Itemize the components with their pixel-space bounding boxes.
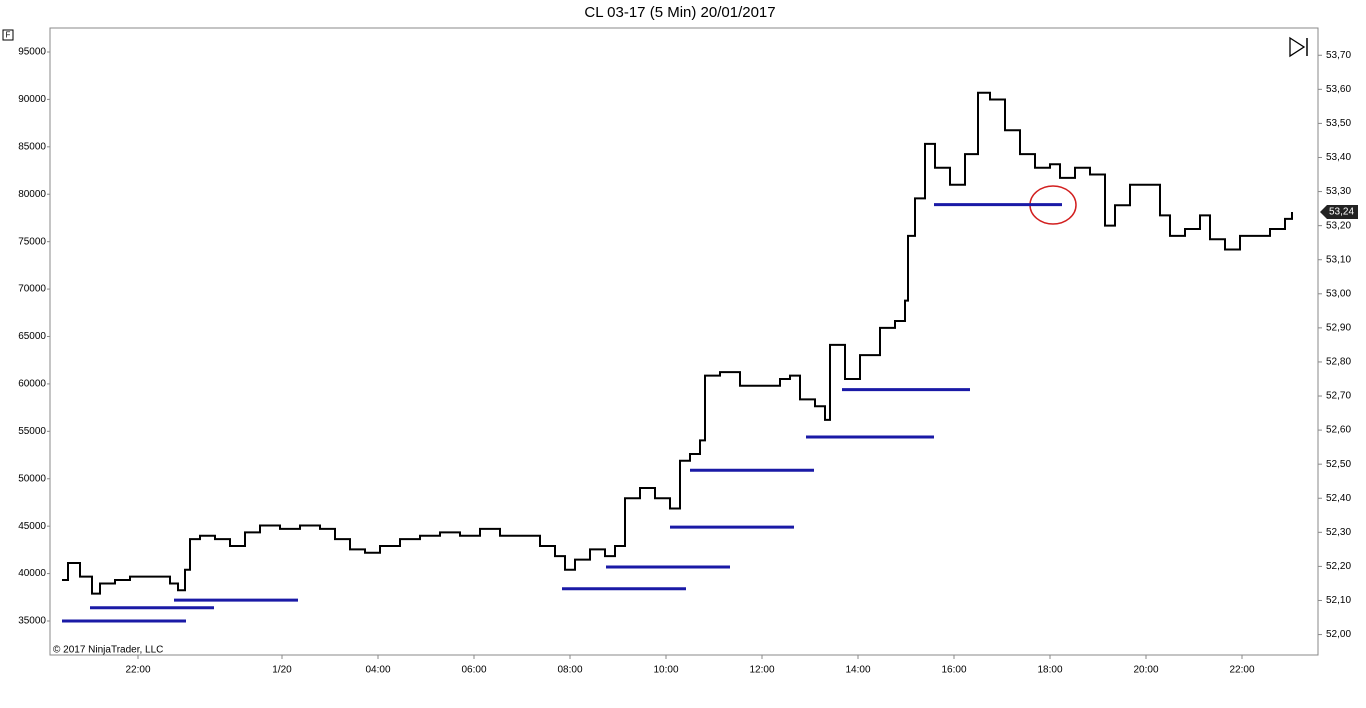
y-tick-label: 75000	[18, 236, 46, 247]
y-tick-label: 55000	[18, 426, 46, 437]
x-tick-label: 22:00	[125, 665, 150, 676]
x-tick-label: 08:00	[557, 665, 582, 676]
x-tick-label: 22:00	[1229, 665, 1254, 676]
y2-tick-label: 53,50	[1326, 118, 1351, 129]
y-tick-label: 35000	[18, 616, 46, 627]
y2-tick-label: 52,80	[1326, 357, 1351, 368]
plot-frame	[49, 27, 1319, 656]
y-tick-label: 80000	[18, 189, 46, 200]
y2-tick-label: 52,30	[1326, 527, 1351, 538]
y2-tick-label: 52,50	[1326, 459, 1351, 470]
y2-tick-label: 52,70	[1326, 391, 1351, 402]
y2-tick-label: 52,90	[1326, 323, 1351, 334]
chart-title: CL 03-17 (5 Min) 20/01/2017	[584, 4, 775, 21]
copyright: © 2017 NinjaTrader, LLC	[53, 645, 163, 656]
panel-box	[2, 29, 14, 41]
x-tick-label: 06:00	[461, 665, 486, 676]
y-tick-label: 40000	[18, 568, 46, 579]
x-tick-label: 10:00	[653, 665, 678, 676]
play-icon[interactable]	[1289, 36, 1306, 58]
y-tick-label: 50000	[18, 473, 46, 484]
nav-icon[interactable]	[1289, 36, 1308, 58]
price-line	[62, 91, 1293, 595]
last-price-marker	[1320, 205, 1358, 220]
y2-tick-label: 52,00	[1326, 629, 1351, 640]
panel-label: F	[6, 31, 11, 40]
y-tick-label: 45000	[18, 521, 46, 532]
x-tick-label: 04:00	[365, 665, 390, 676]
y-tick-label: 60000	[18, 379, 46, 390]
y-tick-label: 95000	[18, 47, 46, 58]
y2-tick-label: 52,60	[1326, 425, 1351, 436]
y2-tick-label: 53,10	[1326, 254, 1351, 265]
y2-tick-label: 53,60	[1326, 84, 1351, 95]
x-tick-label: 12:00	[749, 665, 774, 676]
last-price-label: 53,24	[1329, 207, 1354, 218]
y-tick-label: 85000	[18, 141, 46, 152]
x-tick-label: 16:00	[941, 665, 966, 676]
y2-tick-label: 52,10	[1326, 595, 1351, 606]
y-tick-label: 65000	[18, 331, 46, 342]
y2-tick-label: 52,40	[1326, 493, 1351, 504]
x-tick-label: 1/20	[272, 665, 292, 676]
x-tick-label: 18:00	[1037, 665, 1062, 676]
x-tick-label: 14:00	[845, 665, 870, 676]
y2-tick-label: 52,20	[1326, 561, 1351, 572]
y2-tick-label: 53,20	[1326, 220, 1351, 231]
x-tick-label: 20:00	[1133, 665, 1158, 676]
y2-tick-label: 53,30	[1326, 186, 1351, 197]
y-tick-label: 90000	[18, 94, 46, 105]
y2-tick-label: 53,70	[1326, 50, 1351, 61]
y2-tick-label: 53,40	[1326, 152, 1351, 163]
y-tick-label: 70000	[18, 284, 46, 295]
y2-tick-label: 53,00	[1326, 288, 1351, 299]
